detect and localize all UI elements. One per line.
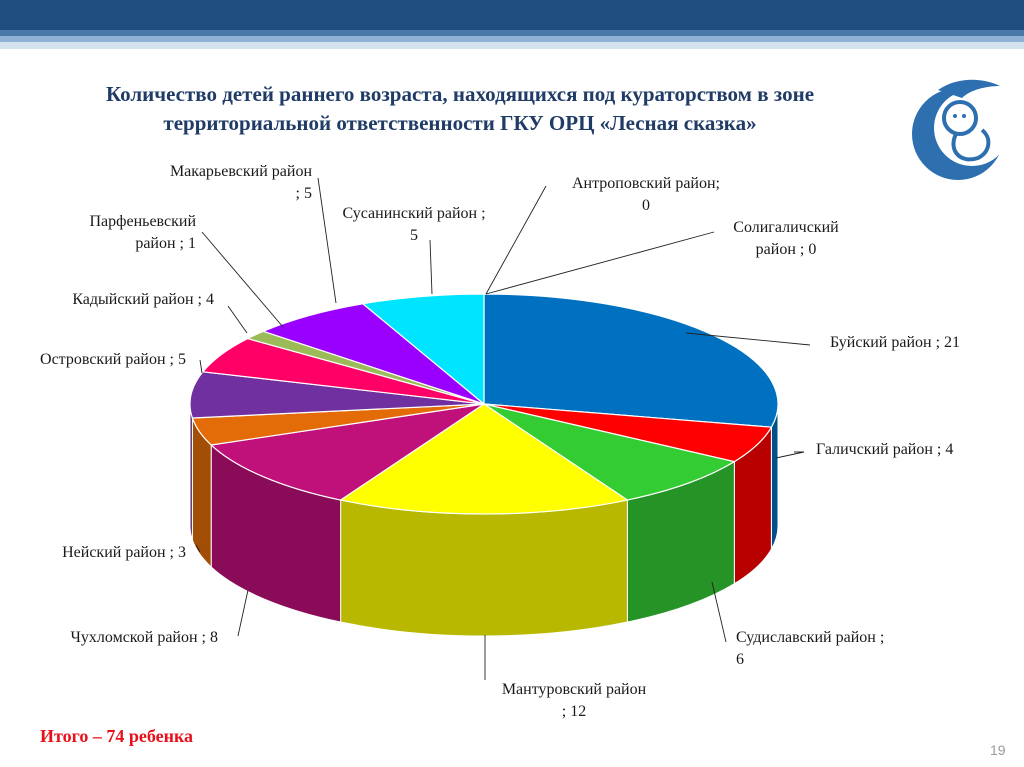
header-band-pale [0, 42, 1024, 49]
pie-label-11: Антроповский район; 0 [572, 175, 720, 214]
header-band-mid [0, 30, 1024, 36]
slide-title-line-1: Количество детей раннего возраста, наход… [105, 82, 815, 106]
pie-leader-2 [711, 581, 727, 643]
pie-leader-0 [685, 332, 811, 346]
pie-label-10: Сусанинский район ; 5 [342, 205, 485, 244]
pie-top-slices [189, 293, 779, 515]
pie-leader-11 [485, 185, 547, 295]
pie-leader-9 [317, 177, 337, 304]
pie-label-7: Кадыйский район ; 4 [72, 291, 214, 308]
pie-slice-10 [361, 293, 485, 406]
pie-side-3 [340, 499, 628, 637]
pie-label-3: Мантуровский район; 12 [502, 681, 647, 720]
pie-label-1: Галичский район ; 4 [816, 441, 953, 458]
pie-slice-9 [261, 303, 485, 405]
pie-label-4: Чухломской район ; 8 [71, 629, 219, 646]
pie-label-0: Буйский район ; 21 [830, 334, 960, 351]
slide-title-line-2: территориальной ответственности ГКУ ОРЦ … [163, 111, 757, 135]
pie-label-9: Макарьевский район; 5 [170, 163, 312, 202]
pie-leader-6 [199, 359, 203, 374]
pie-slice-4 [209, 403, 485, 501]
pie-leader-7 [227, 305, 248, 334]
header-band-light [0, 36, 1024, 42]
pie-leader-lines [195, 177, 811, 680]
pie-slice-0 [483, 293, 779, 428]
slide-title: Количество детей раннего возраста, наход… [20, 80, 900, 138]
total-count: Итого – 74 ребенка [40, 726, 194, 746]
moon-baby-logo-icon [912, 79, 1004, 180]
pie-slice-3 [339, 403, 629, 515]
pie-label-6: Островский район ; 5 [40, 351, 186, 368]
pie-label-5: Нейский район ; 3 [62, 544, 186, 561]
header-band-dark [0, 0, 1024, 30]
pie-slice-2 [483, 403, 736, 501]
page-number: 19 [990, 742, 1006, 758]
pie-leader-12 [485, 231, 715, 295]
pie-leader-10 [429, 239, 433, 295]
pie-label-12: Солигаличский район ; 0 [733, 219, 839, 258]
pie-side-walls [189, 403, 779, 637]
pie-leader-1 [775, 451, 805, 459]
pie-side-6 [189, 403, 193, 541]
pie-leader-4 [237, 589, 249, 637]
pie-label-8: Парфеньевский район ; 1 [89, 213, 196, 252]
pie-leader-5 [195, 544, 201, 553]
pie-labels: Буйский район ; 21 Галичский район ; 4 Суд… [40, 163, 960, 720]
pie-leader-8 [201, 231, 284, 328]
pie-label-2: Судиславский район ; 6 [736, 629, 884, 668]
